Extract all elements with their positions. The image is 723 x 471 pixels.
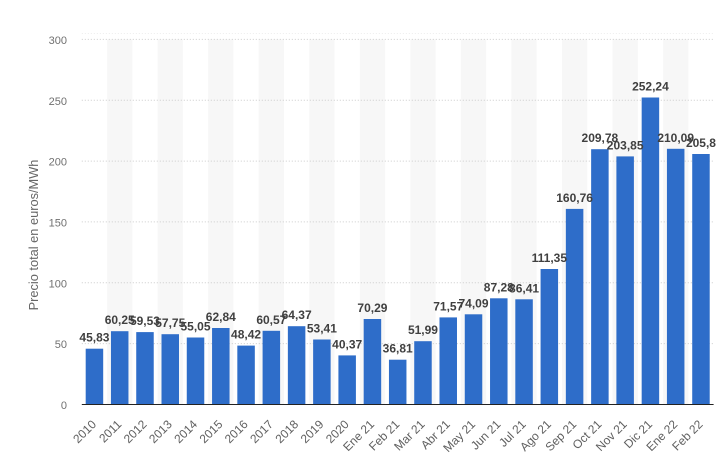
svg-text:200: 200 <box>49 157 67 169</box>
svg-text:250: 250 <box>49 96 67 108</box>
svg-text:64,37: 64,37 <box>282 308 312 322</box>
svg-text:210,09: 210,09 <box>657 131 694 145</box>
svg-text:0: 0 <box>61 400 67 412</box>
svg-text:160,76: 160,76 <box>556 191 593 205</box>
svg-text:74,09: 74,09 <box>459 296 489 310</box>
svg-text:55,05: 55,05 <box>181 320 211 334</box>
svg-text:50: 50 <box>55 339 67 351</box>
svg-text:209,78: 209,78 <box>582 131 619 145</box>
svg-text:60,57: 60,57 <box>256 313 286 327</box>
svg-text:59,53: 59,53 <box>130 314 160 328</box>
svg-text:87,28: 87,28 <box>484 280 514 294</box>
svg-text:53,41: 53,41 <box>307 322 337 336</box>
svg-text:300: 300 <box>49 35 67 47</box>
svg-text:62,84: 62,84 <box>206 310 236 324</box>
svg-text:111,35: 111,35 <box>532 251 568 265</box>
svg-text:60,25: 60,25 <box>105 313 135 327</box>
svg-text:51,99: 51,99 <box>408 323 438 337</box>
svg-text:57,75: 57,75 <box>155 316 185 330</box>
svg-text:203,85: 203,85 <box>607 138 644 152</box>
svg-text:36,81: 36,81 <box>383 342 413 356</box>
svg-text:252,24: 252,24 <box>632 80 669 94</box>
svg-text:45,83: 45,83 <box>79 331 109 345</box>
svg-text:205,8: 205,8 <box>686 136 716 150</box>
svg-text:86,41: 86,41 <box>509 281 539 295</box>
svg-text:100: 100 <box>49 278 67 290</box>
svg-text:71,57: 71,57 <box>433 299 463 313</box>
svg-text:40,37: 40,37 <box>332 337 362 351</box>
svg-text:70,29: 70,29 <box>357 301 387 315</box>
svg-text:48,42: 48,42 <box>231 328 261 342</box>
svg-text:150: 150 <box>49 217 67 229</box>
svg-text:Precio total en euros/MWh: Precio total en euros/MWh <box>26 160 41 311</box>
